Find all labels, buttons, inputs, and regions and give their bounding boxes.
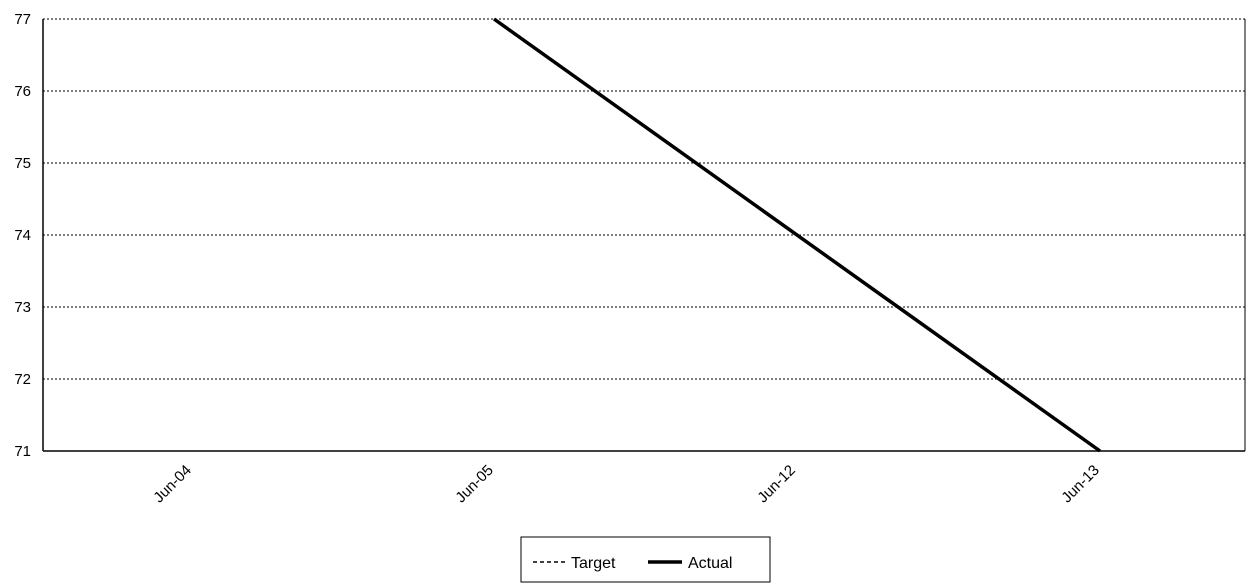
gridlines [43,18,1245,380]
x-tick-label-Jun-12: Jun-12 [754,462,798,506]
series-lines [492,17,1102,453]
series-line-actual [492,17,1102,453]
x-tick-label-Jun-05: Jun-05 [452,462,496,506]
y-tick-label-73: 73 [14,299,31,316]
axes [42,19,1246,452]
x-tick-label-Jun-04: Jun-04 [150,462,194,506]
legend-actual-label: Actual [688,555,732,572]
y-tick-label-74: 74 [14,227,31,244]
y-tick-label-75: 75 [14,155,31,172]
y-tick-label-71: 71 [14,443,31,460]
legend: Target Actual [520,536,771,583]
y-tick-labels: 71 72 73 74 75 76 77 [14,11,31,460]
legend-box [520,536,771,583]
x-tick-label-Jun-13: Jun-13 [1058,462,1102,506]
y-tick-label-77: 77 [14,11,31,28]
legend-target-label: Target [571,555,616,572]
y-tick-label-72: 72 [14,371,31,388]
y-tick-label-76: 76 [14,83,31,100]
x-tick-labels: Jun-04 Jun-05 Jun-12 Jun-13 [150,462,1102,506]
